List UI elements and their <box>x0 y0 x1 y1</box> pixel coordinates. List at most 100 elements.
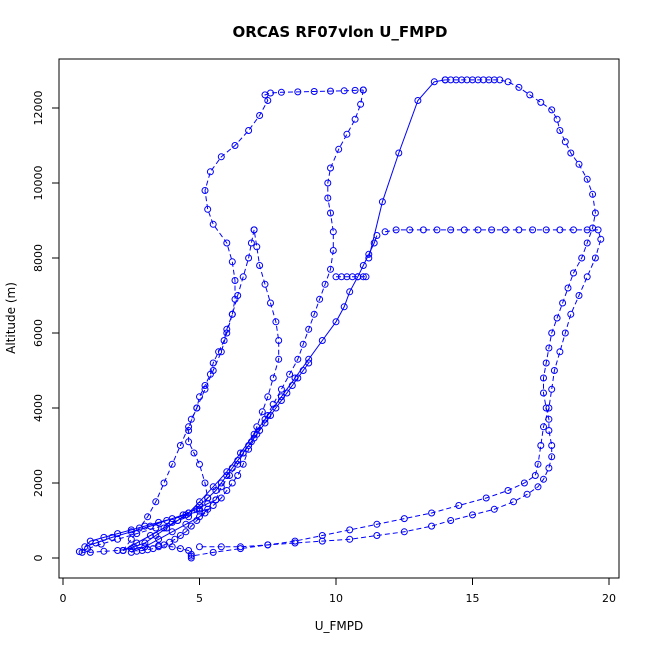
x-tick-label: 0 <box>60 592 67 605</box>
y-tick-label: 8000 <box>32 244 45 272</box>
data-point <box>174 517 182 524</box>
data-point <box>433 226 441 234</box>
data-point <box>166 538 173 546</box>
data-point <box>152 498 160 506</box>
data-point <box>212 496 220 504</box>
data-point <box>196 502 203 509</box>
y-axis-label: Altitude (m) <box>4 282 18 354</box>
data-point <box>201 187 209 194</box>
data-point <box>187 554 195 562</box>
data-point <box>548 385 556 393</box>
data-point <box>378 198 386 206</box>
data-point <box>155 518 163 526</box>
data-point <box>400 528 408 536</box>
data-point <box>256 262 264 269</box>
data-point <box>561 138 569 146</box>
series-line <box>122 362 310 551</box>
data-point <box>299 367 307 374</box>
data-point <box>343 130 351 138</box>
data-point <box>291 539 299 547</box>
data-point <box>215 348 223 356</box>
data-point <box>272 404 280 412</box>
data-point <box>237 545 244 553</box>
data-point <box>217 348 225 356</box>
series-9 <box>365 76 449 262</box>
data-point <box>201 382 209 389</box>
data-point <box>583 226 591 234</box>
data-point <box>316 295 324 303</box>
data-point <box>589 190 597 198</box>
data-point <box>234 472 242 479</box>
data-point <box>501 226 509 234</box>
data-point <box>310 310 318 318</box>
data-point <box>570 269 577 277</box>
data-point <box>305 355 313 363</box>
data-point <box>277 88 285 96</box>
data-point <box>564 284 572 292</box>
data-point <box>272 318 280 326</box>
data-point <box>100 547 108 555</box>
data-point <box>264 541 272 549</box>
data-point <box>485 76 493 84</box>
data-point <box>381 228 389 236</box>
data-point <box>556 226 564 234</box>
data-point <box>288 382 296 389</box>
data-point <box>504 78 512 86</box>
series-line <box>215 229 280 501</box>
data-point <box>176 532 184 539</box>
data-point <box>327 87 334 95</box>
data-point <box>406 226 414 234</box>
data-point <box>351 115 359 123</box>
data-point <box>553 115 561 123</box>
y-axis: 0 2000 4000 6000 8000 10000 12000 <box>32 91 59 562</box>
data-point <box>537 442 545 449</box>
data-point <box>294 88 302 96</box>
data-point <box>168 460 176 468</box>
series-line <box>122 235 378 551</box>
series-8 <box>332 273 370 281</box>
data-point <box>575 160 583 168</box>
data-point <box>228 258 236 266</box>
series-layer <box>75 76 605 562</box>
x-axis: 0 5 10 15 20 <box>60 578 616 605</box>
y-tick-label: 6000 <box>32 319 45 347</box>
data-point <box>469 511 476 519</box>
data-point <box>321 280 329 288</box>
data-point <box>310 88 318 95</box>
data-point <box>228 310 236 318</box>
data-point <box>373 532 381 539</box>
data-point <box>176 545 184 553</box>
data-point <box>267 412 274 419</box>
data-point <box>196 498 203 506</box>
data-point <box>185 438 193 446</box>
data-point <box>144 513 152 521</box>
data-point <box>264 97 272 104</box>
data-point <box>130 543 138 551</box>
data-point <box>182 528 190 536</box>
data-point <box>100 533 108 541</box>
data-point <box>127 548 135 556</box>
data-point <box>196 393 203 401</box>
data-point <box>460 226 468 234</box>
data-point <box>247 239 255 247</box>
data-point <box>234 292 242 299</box>
data-point <box>231 277 239 284</box>
data-point <box>163 517 171 524</box>
data-point <box>414 97 422 104</box>
data-point <box>250 226 258 234</box>
data-point <box>488 226 496 234</box>
data-point <box>327 265 334 273</box>
data-point <box>515 226 523 234</box>
data-point <box>556 348 564 356</box>
data-point <box>135 524 143 532</box>
data-point <box>127 526 135 534</box>
data-point <box>261 280 269 288</box>
data-point <box>370 239 378 247</box>
data-point <box>553 314 561 322</box>
data-point <box>359 262 367 269</box>
data-point <box>239 273 247 281</box>
data-point <box>187 415 195 423</box>
data-point <box>223 472 231 479</box>
series-4 <box>212 226 283 504</box>
data-point <box>523 490 531 498</box>
